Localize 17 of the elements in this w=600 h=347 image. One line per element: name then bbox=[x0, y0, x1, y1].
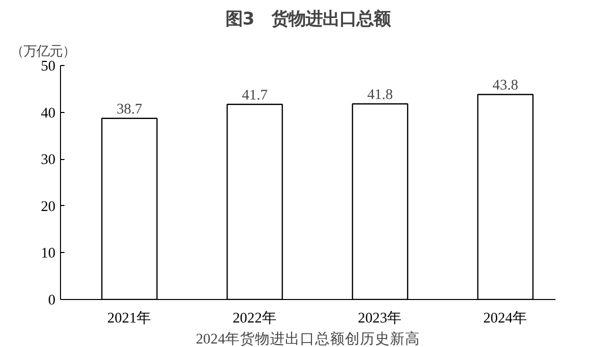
y-tick-label: 50 bbox=[40, 58, 56, 74]
y-tick-label: 40 bbox=[40, 105, 56, 122]
data-label: 43.8 bbox=[492, 78, 518, 94]
data-label: 41.7 bbox=[242, 87, 268, 104]
chart-title: 图3 货物进出口总额 bbox=[225, 10, 392, 30]
data-label: 38.7 bbox=[116, 101, 142, 118]
data-label: 41.8 bbox=[367, 86, 393, 103]
y-axis-title: （万亿元） bbox=[10, 44, 76, 60]
x-tick-label: 2021年 bbox=[107, 310, 152, 326]
x-tick-label: 2023年 bbox=[358, 310, 402, 326]
y-tick-label: 0 bbox=[48, 292, 56, 308]
x-tick-label: 2022年 bbox=[232, 310, 277, 326]
text: 2024年货物进出口总额创历史新高 bbox=[196, 330, 420, 347]
y-tick-label: 10 bbox=[40, 246, 56, 262]
y-tick-label: 20 bbox=[40, 198, 56, 215]
x-tick-label: 2024年 bbox=[483, 310, 528, 326]
y-tick-label: 30 bbox=[40, 152, 56, 168]
